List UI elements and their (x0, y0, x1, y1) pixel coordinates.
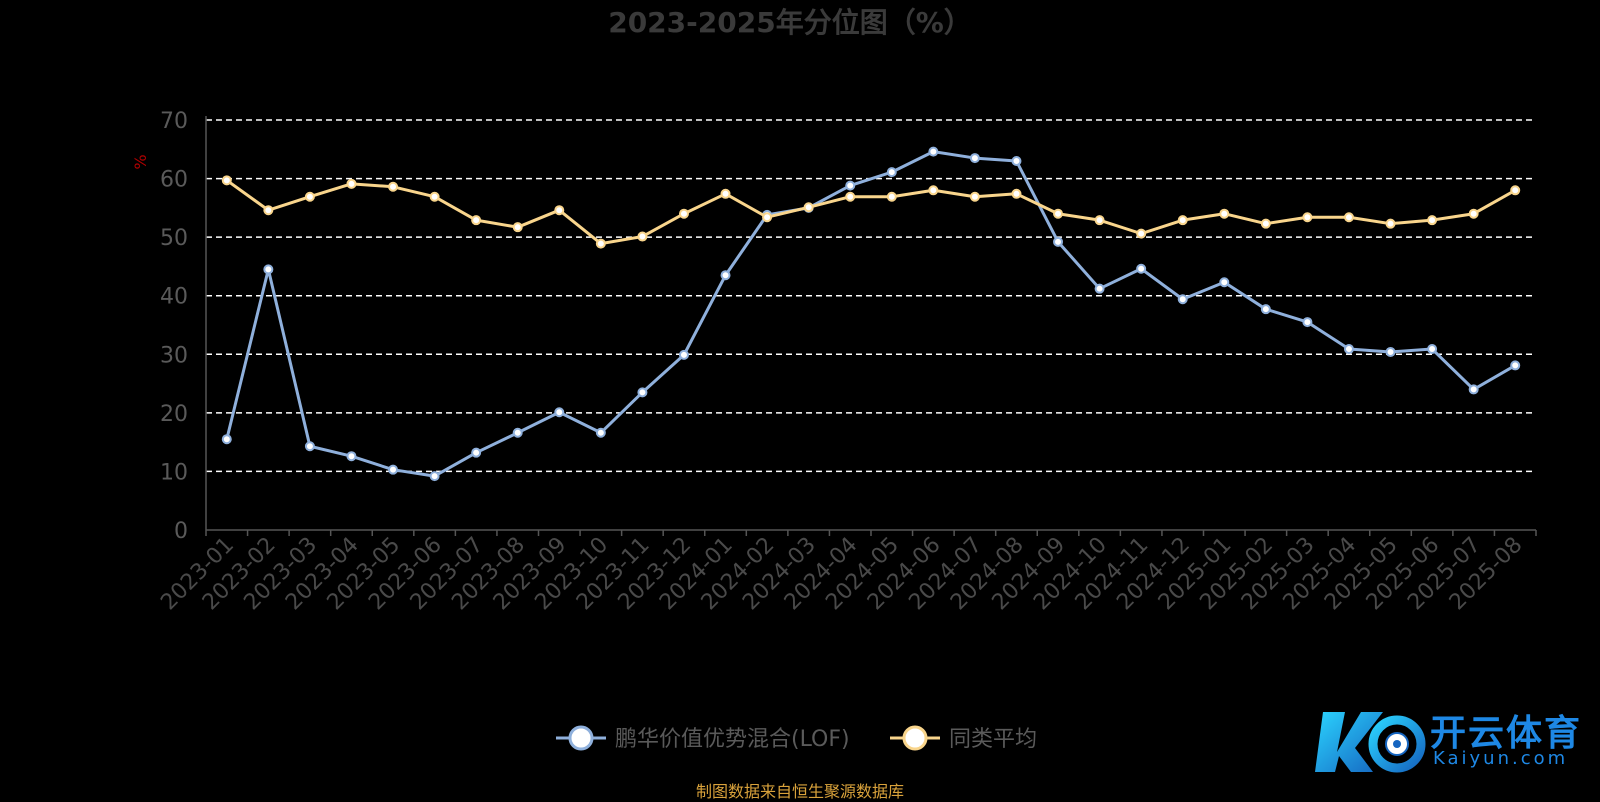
data-point[interactable] (595, 238, 606, 249)
legend-label: 鹏华价值优势混合(LOF) (615, 727, 850, 752)
series-0 (221, 146, 1521, 482)
data-point[interactable] (1177, 294, 1188, 305)
data-point[interactable] (1094, 215, 1105, 226)
y-tick-label: 60 (160, 168, 188, 193)
data-point[interactable] (720, 270, 731, 281)
data-point[interactable] (471, 447, 482, 458)
y-axis-label: % (131, 154, 150, 169)
data-point[interactable] (1094, 283, 1105, 294)
y-tick-label: 20 (160, 402, 188, 427)
data-point[interactable] (388, 464, 399, 475)
data-point[interactable] (346, 178, 357, 189)
y-tick-label: 50 (160, 226, 188, 251)
data-point[interactable] (1053, 236, 1064, 247)
watermark-brand: 开云体育 (1430, 713, 1583, 754)
data-point[interactable] (1011, 188, 1022, 199)
data-point[interactable] (1468, 208, 1479, 219)
data-point[interactable] (1343, 212, 1354, 223)
legend[interactable]: 鹏华价值优势混合(LOF) 同类平均 (556, 725, 1037, 752)
data-point[interactable] (1260, 304, 1271, 315)
data-point[interactable] (346, 451, 357, 462)
data-point[interactable] (928, 146, 939, 157)
data-point[interactable] (1510, 185, 1521, 196)
y-tick-label: 40 (160, 285, 188, 310)
data-point[interactable] (1427, 344, 1438, 355)
legend-marker (568, 725, 594, 751)
legend-item-1[interactable]: 同类平均 (890, 725, 1037, 752)
data-point[interactable] (554, 205, 565, 216)
data-point[interactable] (886, 191, 897, 202)
brand-logo-icon (1315, 712, 1426, 773)
data-point[interactable] (678, 349, 689, 360)
data-point[interactable] (1343, 344, 1354, 355)
data-point[interactable] (845, 180, 856, 191)
data-point[interactable] (1468, 384, 1479, 395)
data-point[interactable] (1510, 360, 1521, 371)
legend-item-0[interactable]: 鹏华价值优势混合(LOF) (556, 725, 850, 752)
y-tick-label: 10 (160, 460, 188, 485)
legend-label: 同类平均 (949, 727, 1037, 752)
series-layer (221, 146, 1521, 482)
data-point[interactable] (803, 202, 814, 213)
data-point[interactable] (886, 167, 897, 178)
data-point[interactable] (1136, 263, 1147, 274)
data-point[interactable] (221, 434, 232, 445)
data-point[interactable] (1011, 156, 1022, 166)
data-point[interactable] (263, 264, 274, 275)
data-point[interactable] (1260, 218, 1271, 229)
grid (206, 119, 1536, 473)
data-point[interactable] (1053, 208, 1064, 219)
data-point[interactable] (595, 427, 606, 438)
data-point[interactable] (304, 191, 315, 202)
y-tick-label: 0 (174, 519, 188, 544)
source-note: 制图数据来自恒生聚源数据库 (695, 782, 904, 801)
data-point[interactable] (1219, 277, 1230, 288)
data-point[interactable] (928, 185, 939, 196)
data-point[interactable] (221, 175, 232, 186)
legend-marker (902, 725, 928, 751)
data-point[interactable] (1385, 346, 1396, 357)
data-point[interactable] (720, 188, 731, 199)
y-tick-label: 70 (160, 109, 188, 134)
data-point[interactable] (512, 222, 523, 233)
watermark: 开云体育 Kaiyun.com (1315, 700, 1595, 780)
data-point[interactable] (512, 427, 523, 438)
data-point[interactable] (1219, 208, 1230, 219)
data-point[interactable] (1136, 228, 1147, 239)
data-point[interactable] (1427, 215, 1438, 226)
data-point[interactable] (1385, 218, 1396, 229)
data-point[interactable] (678, 208, 689, 219)
data-point[interactable] (429, 191, 440, 202)
data-point[interactable] (845, 191, 856, 202)
data-point[interactable] (637, 231, 648, 242)
data-point[interactable] (263, 205, 274, 216)
data-point[interactable] (1177, 215, 1188, 226)
data-point[interactable] (304, 441, 315, 452)
chart-title: 2023-2025年分位图（%） (608, 6, 972, 39)
series-line (225, 179, 1516, 246)
data-point[interactable] (1302, 317, 1313, 328)
data-point[interactable] (471, 215, 482, 226)
data-point[interactable] (969, 191, 980, 202)
data-point[interactable] (388, 181, 399, 192)
y-tick-label: 30 (160, 343, 188, 368)
watermark-url: Kaiyun.com (1433, 748, 1569, 769)
series-1 (221, 175, 1521, 249)
data-point[interactable] (429, 471, 440, 482)
data-point[interactable] (637, 387, 648, 398)
data-point[interactable] (1302, 212, 1313, 223)
series-line (225, 150, 1516, 478)
data-point[interactable] (762, 212, 773, 223)
data-point[interactable] (969, 153, 980, 164)
data-point[interactable] (554, 407, 565, 418)
